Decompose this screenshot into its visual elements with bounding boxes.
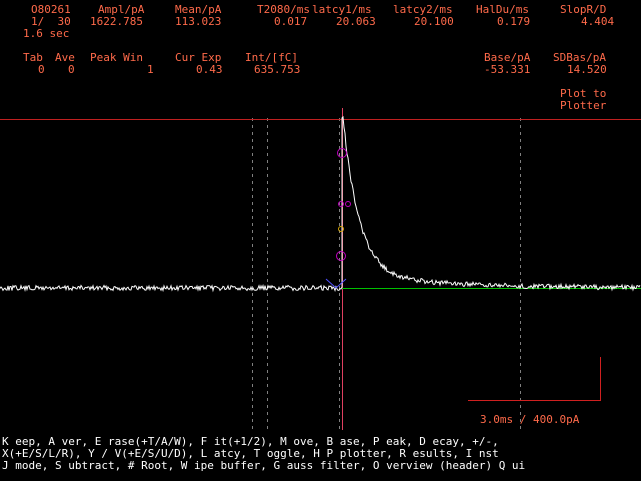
- rise-20-marker: [336, 251, 346, 261]
- sweep-counter: 1/ 30: [31, 15, 71, 28]
- latcy1-header: latcy1/ms: [312, 3, 372, 16]
- mean-value: 113.023: [175, 15, 222, 28]
- elapsed-time: 1.6 sec: [23, 27, 70, 40]
- int-value: 635.753: [254, 63, 301, 76]
- peakwin-header: Peak Win: [90, 51, 143, 64]
- base-value: -53.331: [484, 63, 531, 76]
- sdbas-value: 14.520: [567, 63, 607, 76]
- base-header: Base/pA: [484, 51, 531, 64]
- file-id: O80261: [31, 3, 71, 16]
- curexp-value: 0.43: [196, 63, 223, 76]
- scale-bar: [468, 357, 601, 401]
- ampl-value: 1622.785: [90, 15, 143, 28]
- baseline-marker: [325, 278, 347, 289]
- t2080-value: 0.017: [274, 15, 308, 28]
- tab-header: Tab: [23, 51, 43, 64]
- haldu-value: 0.179: [497, 15, 531, 28]
- slopr-header: SlopR/D: [560, 3, 607, 16]
- latcy1-value: 20.063: [336, 15, 376, 28]
- int-header: Int/[fC]: [245, 51, 298, 64]
- peakwin-value: 1: [147, 63, 154, 76]
- mean-header: Mean/pA: [175, 3, 222, 16]
- curexp-header: Cur Exp: [175, 51, 222, 64]
- slopr-value: 4.404: [581, 15, 615, 28]
- tab-value: 0: [38, 63, 45, 76]
- plot-to-plotter-button[interactable]: Plot to Plotter: [556, 86, 620, 112]
- latcy2-header: latcy2/ms: [393, 3, 453, 16]
- half-duration-marker: [345, 201, 351, 207]
- haldu-header: HalDu/ms: [476, 3, 529, 16]
- command-help-line1: K eep, A ver, E rase(+T/A/W), F it(+1/2)…: [2, 435, 499, 448]
- plot-button-line2: Plotter: [560, 99, 607, 112]
- ampl-header: Ampl/pA: [98, 3, 145, 16]
- ave-value: 0: [68, 63, 75, 76]
- t2080-header: T2080/ms: [257, 3, 310, 16]
- grid-lines: [252, 118, 521, 430]
- scale-bar-label: 3.0ms / 400.0pA: [480, 413, 580, 426]
- rise-80-marker: [338, 201, 344, 207]
- latcy2-value: 20.100: [414, 15, 454, 28]
- peak-marker: [337, 148, 347, 158]
- command-help-line3: J mode, S ubtract, # Root, W ipe buffer,…: [2, 459, 526, 472]
- rise-50-marker: [338, 226, 344, 232]
- command-help-line2: X(+E/S/L/R), Y / V(+E/S/U/D), L atcy, T …: [2, 447, 499, 460]
- plot-button-line1: Plot to: [560, 87, 607, 100]
- sdbas-header: SDBas/pA: [553, 51, 606, 64]
- ave-header: Ave: [55, 51, 75, 64]
- current-trace: [0, 115, 641, 293]
